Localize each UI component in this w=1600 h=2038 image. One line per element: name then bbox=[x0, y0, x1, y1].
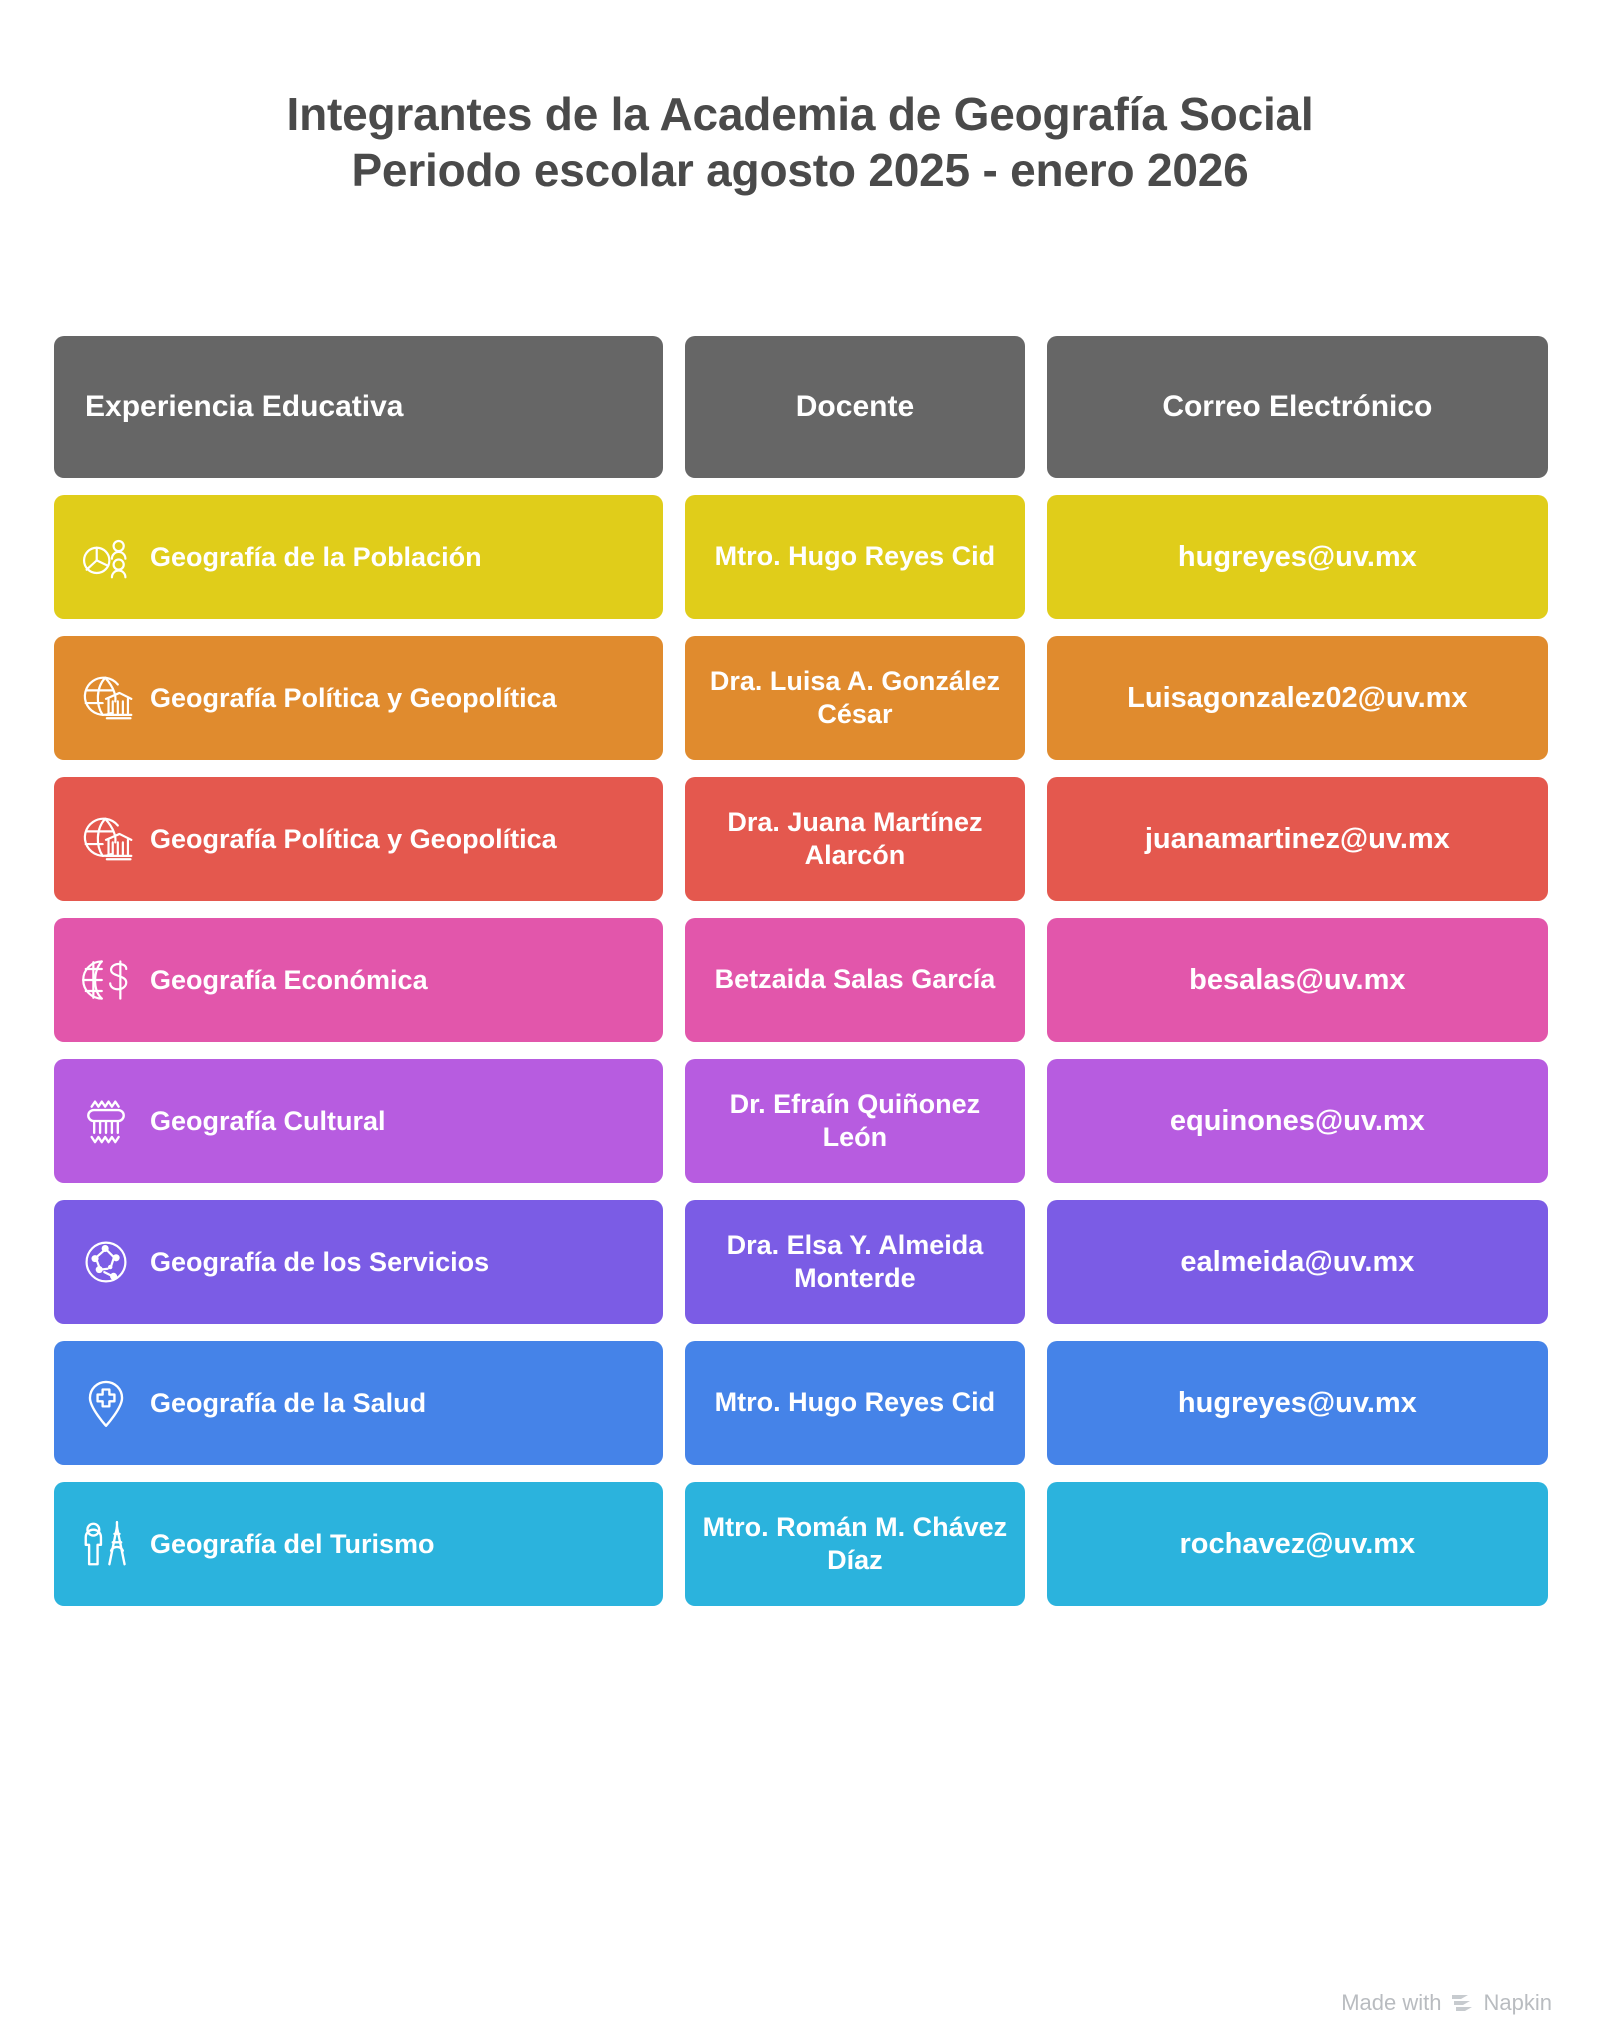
table-row: Geografía Económica Betzaida Salas García… bbox=[54, 918, 1548, 1042]
cell-docente: Mtro. Hugo Reyes Cid bbox=[685, 1341, 1025, 1465]
globe-dollar-icon bbox=[78, 952, 134, 1008]
population-pie-people-icon bbox=[78, 529, 134, 585]
cell-correo-electronico[interactable]: juanamartinez@uv.mx bbox=[1046, 777, 1548, 901]
tourist-landmark-icon bbox=[78, 1516, 134, 1572]
page-title: Integrantes de la Academia de Geografía … bbox=[0, 0, 1600, 198]
column-header-docente: Docente bbox=[685, 336, 1025, 478]
experiencia-educativa-label: Geografía de la Población bbox=[150, 541, 482, 572]
made-with-label: Made with bbox=[1341, 1990, 1442, 2015]
table-row: Geografía de la Salud Mtro. Hugo Reyes Ci… bbox=[54, 1341, 1548, 1465]
experiencia-educativa-label: Geografía de los Servicios bbox=[150, 1246, 490, 1277]
cell-docente: Betzaida Salas García bbox=[685, 918, 1025, 1042]
experiencia-educativa-label: Geografía del Turismo bbox=[150, 1528, 435, 1559]
cell-experiencia-educativa: Geografía del Turismo bbox=[54, 1482, 664, 1606]
column-header-experiencia-educativa: Experiencia Educativa bbox=[54, 336, 664, 478]
experiencia-educativa-label: Geografía Económica bbox=[150, 964, 428, 995]
table-row: Geografía Política y Geopolítica Dra. Jua… bbox=[54, 777, 1548, 901]
globe-network-icon bbox=[78, 1234, 134, 1290]
cell-correo-electronico[interactable]: Luisagonzalez02@uv.mx bbox=[1046, 636, 1548, 760]
cell-correo-electronico[interactable]: hugreyes@uv.mx bbox=[1046, 1341, 1548, 1465]
experiencia-educativa-label: Geografía Cultural bbox=[150, 1105, 386, 1136]
cell-docente: Dr. Efraín Quiñonez León bbox=[685, 1059, 1025, 1183]
cell-experiencia-educativa: Geografía Cultural bbox=[54, 1059, 664, 1183]
page-title-line-1: Integrantes de la Academia de Geografía … bbox=[286, 88, 1314, 140]
napkin-brand-label: Napkin bbox=[1483, 1990, 1552, 2015]
cell-correo-electronico[interactable]: hugreyes@uv.mx bbox=[1046, 495, 1548, 619]
cell-experiencia-educativa: Geografía de la Población bbox=[54, 495, 664, 619]
cell-docente: Dra. Juana Martínez Alarcón bbox=[685, 777, 1025, 901]
table-row: Geografía Política y Geopolítica Dra. Lui… bbox=[54, 636, 1548, 760]
experiencia-educativa-label: Geografía Política y Geopolítica bbox=[150, 682, 557, 713]
cell-correo-electronico[interactable]: ealmeida@uv.mx bbox=[1046, 1200, 1548, 1324]
experiencia-educativa-label: Geografía de la Salud bbox=[150, 1387, 427, 1418]
cell-experiencia-educativa: Geografía de los Servicios bbox=[54, 1200, 664, 1324]
academy-members-table: Experiencia Educativa Docente Correo Ele… bbox=[54, 336, 1548, 1623]
table-row: Geografía Cultural Dr. Efraín Quiñonez Le… bbox=[54, 1059, 1548, 1183]
napkin-chevron-logo-icon bbox=[1450, 1992, 1476, 2014]
table-header-row: Experiencia Educativa Docente Correo Ele… bbox=[54, 336, 1548, 478]
table-row: Geografía de la Población Mtro. Hugo Reye… bbox=[54, 495, 1548, 619]
cell-experiencia-educativa: Geografía de la Salud bbox=[54, 1341, 664, 1465]
globe-government-icon bbox=[78, 670, 134, 726]
cell-experiencia-educativa: Geografía Política y Geopolítica bbox=[54, 636, 664, 760]
cell-correo-electronico[interactable]: rochavez@uv.mx bbox=[1046, 1482, 1548, 1606]
cell-experiencia-educativa: Geografía Política y Geopolítica bbox=[54, 777, 664, 901]
table-row: Geografía de los Servicios Dra. Elsa Y. A… bbox=[54, 1200, 1548, 1324]
cell-experiencia-educativa: Geografía Económica bbox=[54, 918, 664, 1042]
cell-correo-electronico[interactable]: besalas@uv.mx bbox=[1046, 918, 1548, 1042]
cell-docente: Mtro. Hugo Reyes Cid bbox=[685, 495, 1025, 619]
column-header-correo-electronico: Correo Electrónico bbox=[1046, 336, 1548, 478]
experiencia-educativa-label: Geografía Política y Geopolítica bbox=[150, 823, 557, 854]
cell-correo-electronico[interactable]: equinones@uv.mx bbox=[1046, 1059, 1548, 1183]
napkin-attribution: Made with Napkin bbox=[1341, 1990, 1552, 2016]
table-body: Geografía de la Población Mtro. Hugo Reye… bbox=[54, 495, 1548, 1606]
page-title-line-2: Periodo escolar agosto 2025 - enero 2026 bbox=[351, 144, 1249, 197]
table-row: Geografía del Turismo Mtro. Román M. Cháv… bbox=[54, 1482, 1548, 1606]
map-pin-medical-icon bbox=[78, 1375, 134, 1431]
cell-docente: Dra. Elsa Y. Almeida Monterde bbox=[685, 1200, 1025, 1324]
cultural-textile-icon bbox=[78, 1093, 134, 1149]
globe-government-icon bbox=[78, 811, 134, 867]
cell-docente: Mtro. Román M. Chávez Díaz bbox=[685, 1482, 1025, 1606]
cell-docente: Dra. Luisa A. González César bbox=[685, 636, 1025, 760]
